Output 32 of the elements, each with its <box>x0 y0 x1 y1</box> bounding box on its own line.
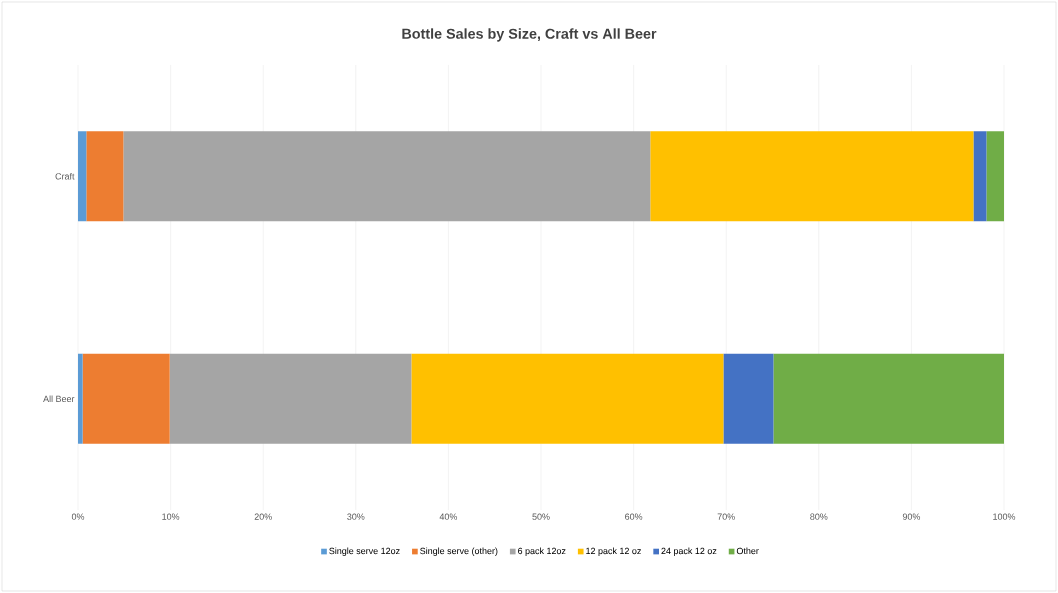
x-tick-label: 40% <box>439 513 458 520</box>
x-tick-label: 10% <box>162 513 180 520</box>
chart-title: Bottle Sales by Size, Craft vs All Beer <box>402 28 657 42</box>
x-tick-label: 80% <box>810 513 828 520</box>
x-tick-label: 0% <box>71 513 85 520</box>
legend-label: Single serve (other) <box>420 547 498 556</box>
x-tick-label: 60% <box>625 513 643 520</box>
y-tick-label: Craft <box>55 172 75 180</box>
x-tick-label: 70% <box>717 513 735 520</box>
bar <box>78 131 87 222</box>
bar <box>411 353 724 444</box>
x-tick-label: 30% <box>347 513 365 520</box>
x-tick-label: 90% <box>902 513 921 520</box>
x-tick-label: 50% <box>532 513 550 520</box>
bar <box>78 353 83 444</box>
bar <box>986 131 1005 222</box>
bar <box>973 131 987 222</box>
legend-label: Single serve 12oz <box>329 547 400 556</box>
legend-label: Other <box>736 547 759 555</box>
legend-label: 6 pack 12oz <box>518 547 566 556</box>
bar <box>123 131 651 222</box>
legend-label: 12 pack 12 oz <box>586 547 641 556</box>
legend-label: 24 pack 12 oz <box>661 547 717 556</box>
x-tick-label: 100% <box>993 513 1016 520</box>
x-tick-label: 20% <box>254 513 272 520</box>
bar <box>723 353 774 444</box>
bar <box>86 131 124 222</box>
bar <box>169 353 412 444</box>
bar <box>773 353 1005 444</box>
y-tick-label: All Beer <box>43 395 75 403</box>
bar <box>82 353 170 444</box>
bar <box>650 131 974 222</box>
